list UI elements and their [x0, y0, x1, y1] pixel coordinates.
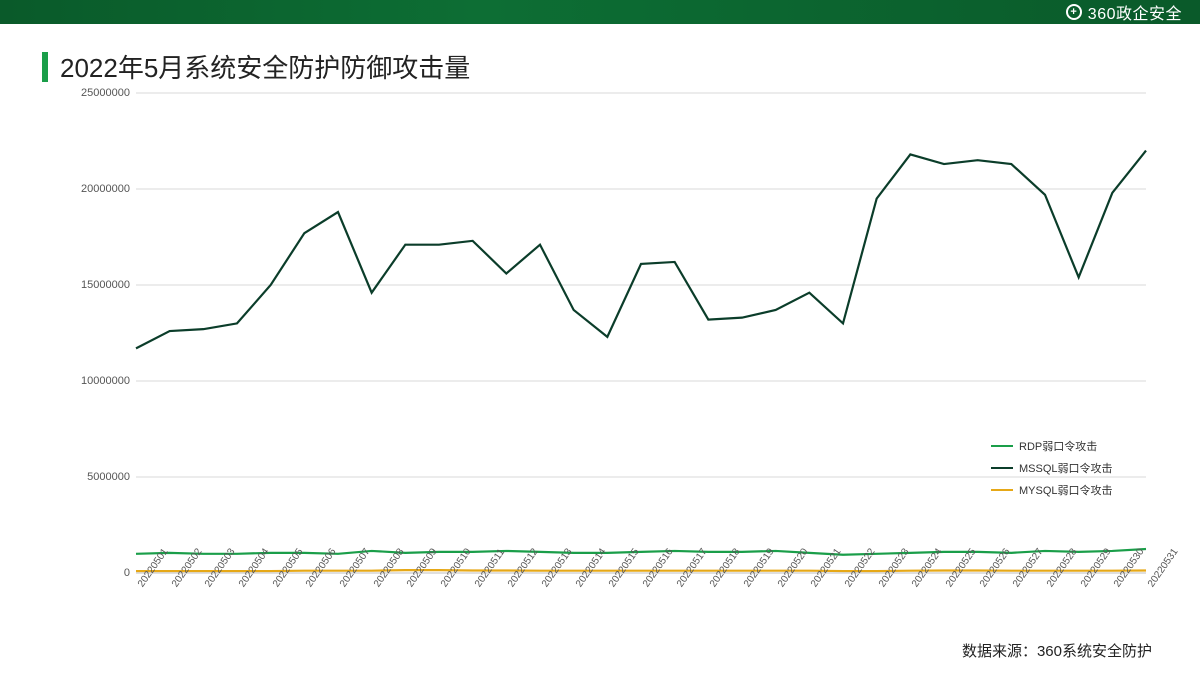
y-tick-label: 0: [124, 567, 136, 579]
legend-item: MYSQL弱口令攻击: [991, 482, 1113, 498]
legend-label: RDP弱口令攻击: [1019, 438, 1097, 454]
x-tick-label: 20220531: [1146, 547, 1181, 590]
legend-swatch: [991, 445, 1013, 447]
legend-item: RDP弱口令攻击: [991, 438, 1113, 454]
legend-label: MYSQL弱口令攻击: [1019, 482, 1113, 498]
legend-item: MSSQL弱口令攻击: [991, 460, 1113, 476]
page-title: 2022年5月系统安全防护防御攻击量: [60, 48, 470, 85]
series-line: [136, 151, 1146, 349]
brand-text: 360政企安全: [1088, 0, 1182, 24]
y-tick-label: 15000000: [81, 279, 136, 291]
y-tick-label: 25000000: [81, 87, 136, 99]
data-source-label: 数据来源：360系统安全防护: [962, 640, 1152, 661]
y-tick-label: 10000000: [81, 375, 136, 387]
plot-svg: [136, 93, 1146, 573]
header-bar: + 360政企安全: [0, 0, 1200, 24]
title-row: 2022年5月系统安全防护防御攻击量: [0, 24, 1200, 93]
title-accent: [42, 52, 48, 82]
legend-swatch: [991, 489, 1013, 491]
plot-area: RDP弱口令攻击MSSQL弱口令攻击MYSQL弱口令攻击 20220501202…: [136, 93, 1146, 573]
plus-circle-icon: +: [1066, 4, 1082, 20]
brand: + 360政企安全: [1066, 0, 1182, 24]
legend-label: MSSQL弱口令攻击: [1019, 460, 1113, 476]
y-tick-label: 20000000: [81, 183, 136, 195]
y-tick-label: 5000000: [87, 471, 136, 483]
legend-swatch: [991, 467, 1013, 469]
page: + 360政企安全 2022年5月系统安全防护防御攻击量 RDP弱口令攻击 MSS…: [0, 0, 1200, 675]
chart-zone: RDP弱口令攻击MSSQL弱口令攻击MYSQL弱口令攻击 20220501202…: [48, 93, 1152, 675]
legend: RDP弱口令攻击 MSSQL弱口令攻击 MYSQL弱口令攻击: [991, 438, 1113, 498]
